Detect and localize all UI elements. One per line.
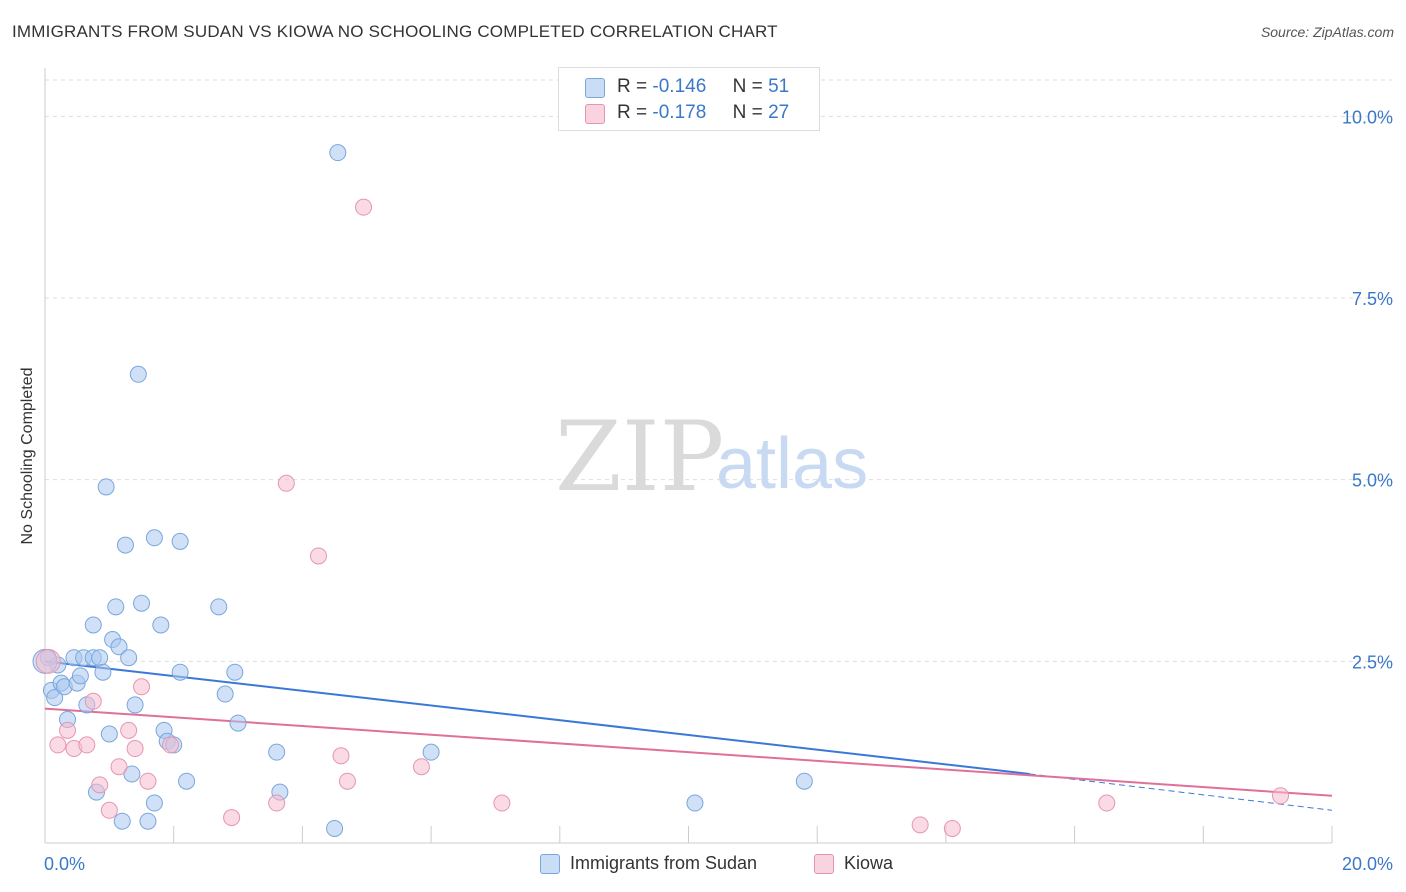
point-kiowa [49, 736, 67, 754]
point-kiowa [355, 198, 373, 216]
r-value-sudan: -0.146 [652, 76, 707, 97]
point-kiowa [309, 547, 327, 565]
point-sudan [210, 598, 228, 616]
point-kiowa [133, 678, 151, 696]
watermark: ZIP atlas [555, 401, 868, 513]
trend-line-sudan-extension [1029, 773, 1333, 811]
point-kiowa [493, 794, 511, 812]
point-sudan [145, 794, 163, 812]
point-sudan [97, 478, 115, 496]
y-tick-label: 7.5% [1352, 289, 1393, 309]
source-label: Source: ZipAtlas.com [1260, 24, 1394, 40]
point-kiowa [110, 758, 128, 776]
point-kiowa [1098, 794, 1116, 812]
y-tick-label: 5.0% [1352, 471, 1393, 491]
point-sudan [326, 819, 344, 837]
point-sudan [171, 532, 189, 550]
r-value-kiowa: -0.178 [652, 102, 707, 123]
point-kiowa [161, 736, 179, 754]
x-tick-label: 20.0% [1342, 854, 1393, 874]
bottom-legend-label-kiowa: Kiowa [844, 853, 894, 873]
trend-line-sudan [44, 660, 1030, 775]
point-kiowa [78, 736, 96, 754]
point-kiowa [1272, 787, 1290, 805]
point-sudan [110, 638, 128, 656]
point-sudan [145, 529, 163, 547]
point-sudan [46, 689, 64, 707]
n-label: N = [732, 76, 763, 97]
legend-swatch-sudan [585, 78, 605, 98]
point-sudan [171, 663, 189, 681]
point-sudan [795, 772, 813, 790]
point-kiowa [139, 772, 157, 790]
x-tick-label: 0.0% [44, 854, 85, 874]
chart-title: IMMIGRANTS FROM SUDAN VS KIOWA NO SCHOOL… [12, 22, 778, 41]
point-sudan [152, 616, 170, 634]
point-sudan [686, 794, 704, 812]
r-label: R = [617, 76, 648, 97]
point-sudan [116, 536, 134, 554]
point-kiowa [268, 794, 286, 812]
n-value-kiowa: 27 [768, 102, 790, 123]
point-kiowa [126, 740, 144, 758]
point-kiowa [338, 772, 356, 790]
point-sudan [226, 663, 244, 681]
y-tick-label: 10.0% [1342, 107, 1393, 127]
point-kiowa [59, 721, 77, 739]
point-sudan [123, 765, 141, 783]
tick-labels: 2.5% 5.0% 7.5% 10.0% 0.0% 20.0% [44, 107, 1393, 874]
point-sudan [216, 685, 234, 703]
grid-lines [45, 79, 1392, 662]
point-kiowa [91, 776, 109, 794]
y-tick-label: 2.5% [1352, 652, 1393, 672]
point-sudan [71, 667, 89, 685]
point-kiowa [277, 474, 295, 492]
point-sudan [329, 144, 347, 162]
point-sudan [178, 772, 196, 790]
point-sudan [126, 696, 144, 714]
watermark-atlas: atlas [716, 424, 868, 504]
bottom-legend-label-sudan: Immigrants from Sudan [570, 853, 758, 873]
point-sudan [422, 743, 440, 761]
point-sudan [91, 649, 109, 667]
point-sudan [139, 812, 157, 830]
point-sudan [84, 616, 102, 634]
point-kiowa [911, 816, 929, 834]
legend-swatch-kiowa [585, 104, 605, 124]
bottom-legend-swatch-sudan [540, 854, 560, 874]
point-sudan [113, 812, 131, 830]
point-kiowa [35, 648, 61, 674]
data-points [32, 144, 1290, 837]
point-sudan [268, 743, 286, 761]
point-sudan [107, 598, 125, 616]
point-kiowa [100, 801, 118, 819]
point-sudan [94, 663, 112, 681]
trend-lines [44, 660, 1333, 811]
point-sudan [129, 365, 147, 383]
n-value-sudan: 51 [768, 76, 790, 97]
point-kiowa [412, 758, 430, 776]
point-sudan [120, 649, 138, 667]
watermark-zip: ZIP [555, 401, 724, 513]
point-kiowa [120, 721, 138, 739]
point-kiowa [943, 819, 961, 837]
bottom-legend-swatch-kiowa [814, 854, 834, 874]
point-sudan [229, 714, 247, 732]
point-sudan [133, 594, 151, 612]
n-label: N = [732, 102, 763, 123]
stats-legend: R = -0.146 N = 51 R = -0.178 N = 27 [558, 67, 820, 131]
axes [44, 68, 1333, 844]
point-sudan [100, 725, 118, 743]
trend-line-kiowa [44, 707, 1333, 797]
r-label: R = [617, 102, 648, 123]
point-kiowa [84, 692, 102, 710]
point-kiowa [223, 809, 241, 827]
point-kiowa [332, 747, 350, 765]
